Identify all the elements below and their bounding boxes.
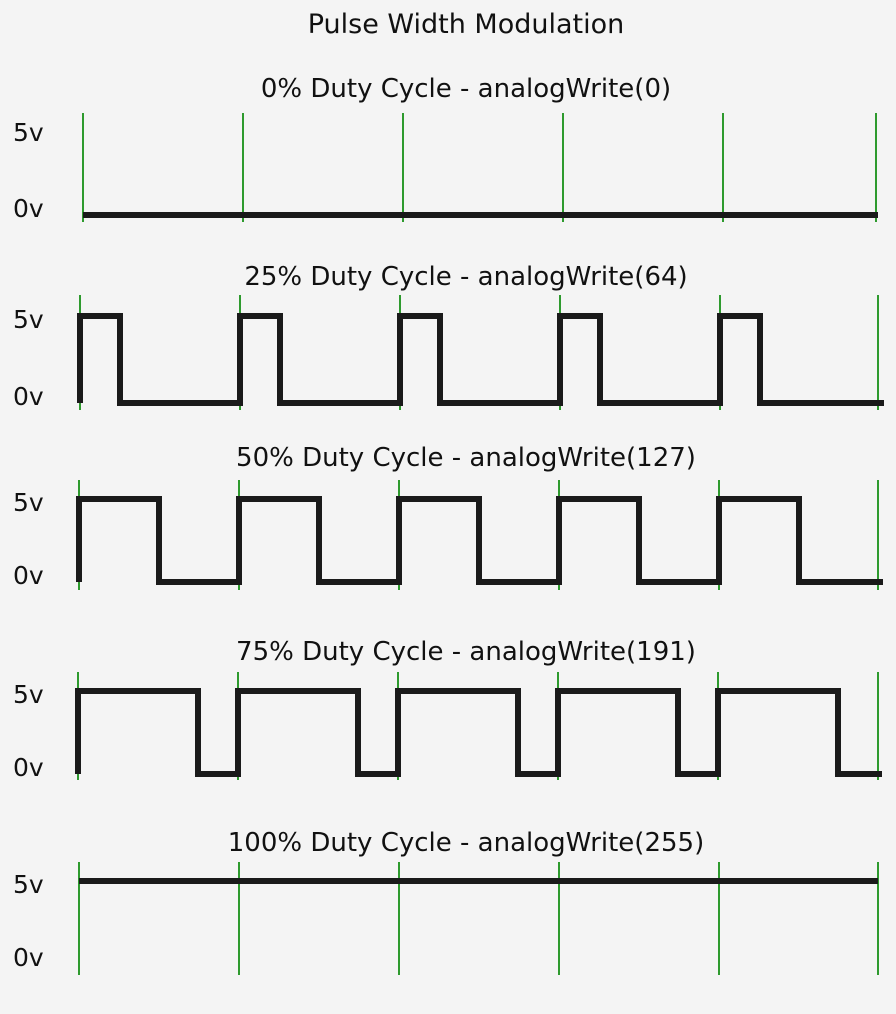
voltage-low-label: 0v: [13, 194, 44, 223]
voltage-high-label: 5v: [13, 680, 44, 709]
diagram-title: Pulse Width Modulation: [308, 9, 625, 40]
panel-title: 75% Duty Cycle - analogWrite(191): [236, 637, 696, 667]
pwm-panel-25: 25% Duty Cycle - analogWrite(64) 5v 0v: [13, 262, 884, 411]
panel-title: 100% Duty Cycle - analogWrite(255): [228, 828, 704, 858]
voltage-low-label: 0v: [13, 382, 44, 411]
panel-title: 25% Duty Cycle - analogWrite(64): [244, 262, 687, 292]
voltage-low-label: 0v: [13, 561, 44, 590]
voltage-high-label: 5v: [13, 870, 44, 899]
panel-title: 50% Duty Cycle - analogWrite(127): [236, 443, 696, 473]
voltage-high-label: 5v: [13, 305, 44, 334]
waveform-25: [77, 313, 884, 406]
voltage-low-label: 0v: [13, 943, 44, 972]
panel-title: 0% Duty Cycle - analogWrite(0): [261, 74, 671, 104]
waveform-50: [76, 496, 883, 585]
pwm-panel-100: 100% Duty Cycle - analogWrite(255) 5v 0v: [13, 828, 879, 975]
voltage-low-label: 0v: [13, 753, 44, 782]
pwm-panel-75: 75% Duty Cycle - analogWrite(191) 5v 0v: [13, 637, 882, 782]
pwm-panel-50: 50% Duty Cycle - analogWrite(127) 5v 0v: [13, 443, 883, 590]
voltage-high-label: 5v: [13, 118, 44, 147]
voltage-high-label: 5v: [13, 488, 44, 517]
pwm-panel-0: 0% Duty Cycle - analogWrite(0) 5v 0v: [13, 74, 878, 223]
waveform-75: [75, 688, 882, 777]
